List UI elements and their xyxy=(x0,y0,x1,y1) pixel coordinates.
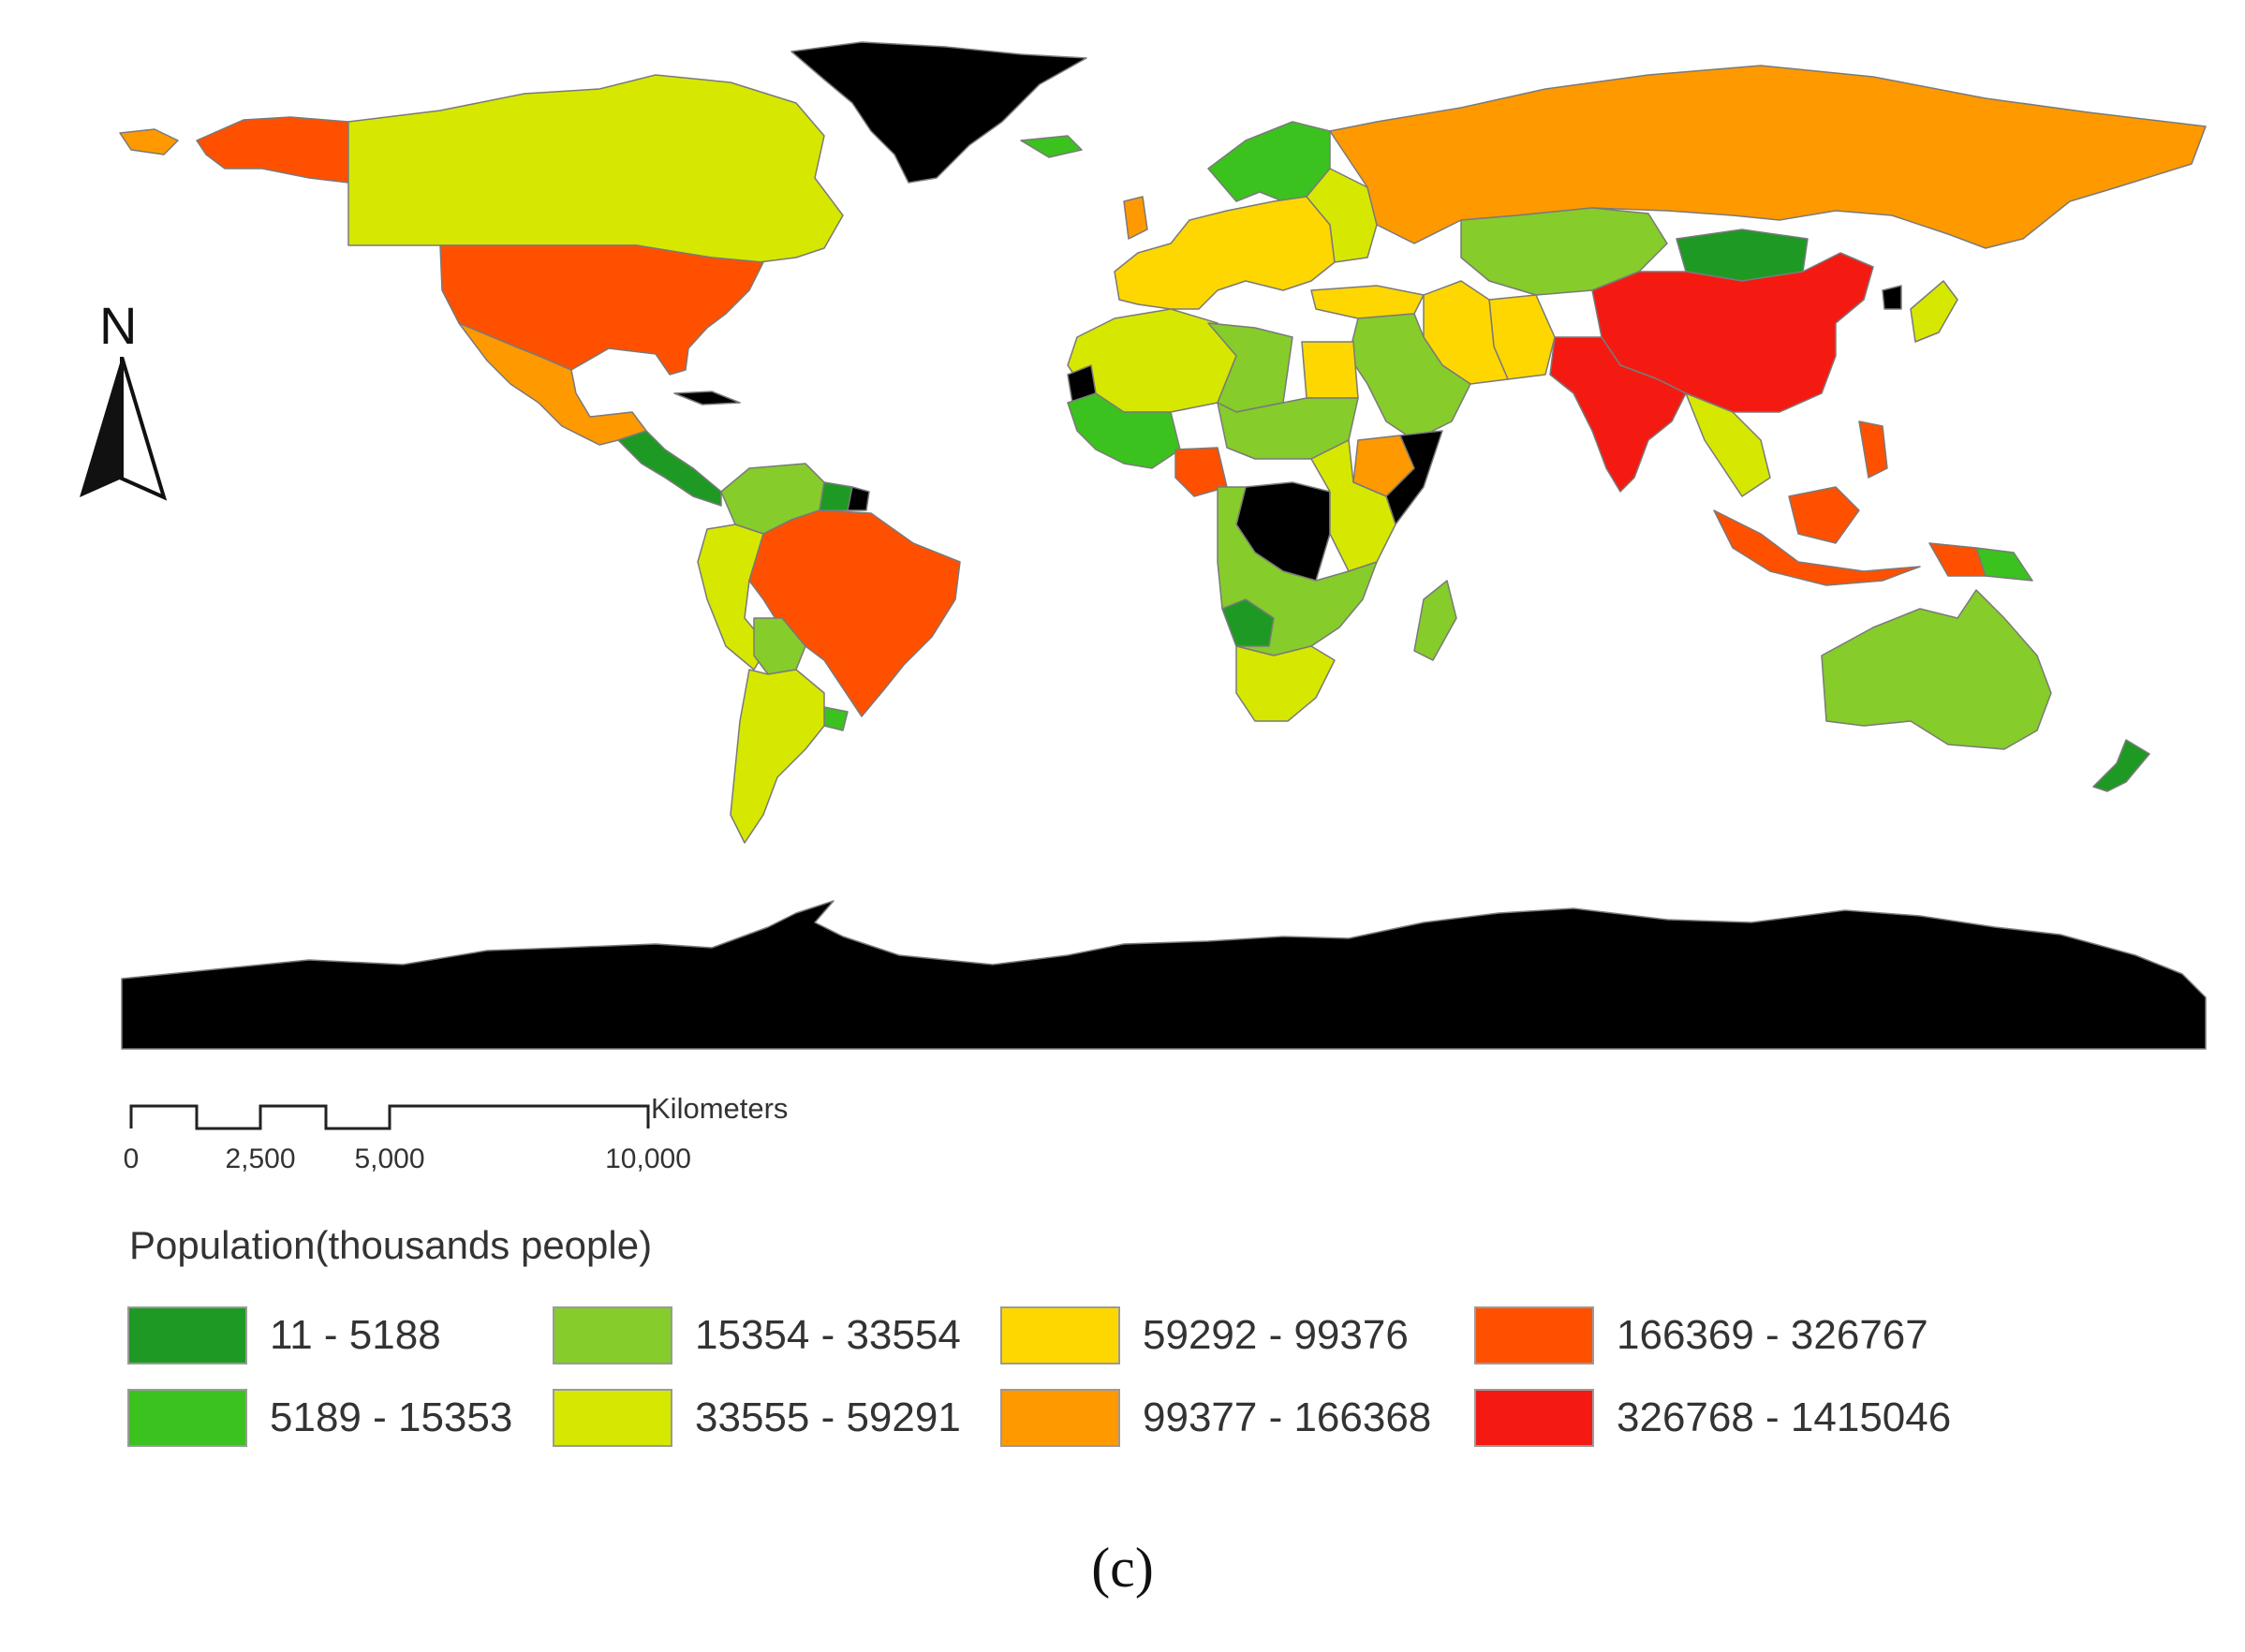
alaska-region xyxy=(196,116,349,184)
legend-swatch xyxy=(1000,1306,1120,1364)
legend-label: 166369 - 326767 xyxy=(1617,1312,1928,1358)
legend-item: 59292 - 99376 xyxy=(1000,1305,1409,1366)
legend-label: 59292 - 99376 xyxy=(1143,1312,1409,1358)
east-africa-region xyxy=(1310,439,1396,572)
angola-region xyxy=(1221,598,1275,647)
north-label: N xyxy=(99,296,138,355)
central-america-region xyxy=(617,430,722,507)
nigeria-region xyxy=(1174,447,1228,497)
legend-item: 5189 - 15353 xyxy=(127,1387,512,1449)
legend-label: 5189 - 15353 xyxy=(270,1394,513,1440)
australia-region xyxy=(1821,589,2052,750)
new-zealand-region xyxy=(2092,739,2150,792)
eastern-europe-region xyxy=(1306,168,1378,263)
legend-swatch xyxy=(553,1389,672,1447)
legend-item: 11 - 5188 xyxy=(127,1305,441,1366)
scale-tick-5000: 5,000 xyxy=(354,1143,425,1174)
scale-bar-line xyxy=(129,1104,650,1130)
chukotka-west-region xyxy=(119,128,179,155)
canada-region xyxy=(347,74,844,263)
legend-label: 33555 - 59291 xyxy=(695,1394,961,1440)
uk-region xyxy=(1123,196,1148,240)
japan-region xyxy=(1910,280,1958,343)
legend-swatch xyxy=(1474,1306,1594,1364)
scale-tick-0: 0 xyxy=(123,1143,140,1174)
scale-tick-10000: 10,000 xyxy=(605,1143,691,1174)
cuba-region xyxy=(673,391,741,406)
legend-item: 15354 - 33554 xyxy=(553,1305,961,1366)
png-east-region xyxy=(1975,547,2033,582)
philippines-region xyxy=(1858,420,1888,479)
scale-unit-label: Kilometers xyxy=(651,1092,789,1125)
scale-bar: Kilometers 0 2,500 5,000 10,000 xyxy=(120,1092,832,1185)
guianas-region xyxy=(819,481,853,511)
indonesia-region xyxy=(1713,509,1921,586)
legend-label: 99377 - 166368 xyxy=(1143,1394,1432,1440)
antarctica-region xyxy=(121,900,2207,1050)
legend-swatch xyxy=(1474,1389,1594,1447)
legend-item: 166369 - 326767 xyxy=(1474,1305,1928,1366)
legend-item: 99377 - 166368 xyxy=(1000,1387,1431,1449)
legend-item: 33555 - 59291 xyxy=(553,1387,961,1449)
madagascar-region xyxy=(1413,580,1457,661)
west-africa-region xyxy=(1067,392,1181,469)
uruguay-region xyxy=(823,706,849,731)
legend-swatch xyxy=(127,1306,247,1364)
legend-label: 15354 - 33554 xyxy=(695,1312,961,1358)
southeast-asia-region xyxy=(1685,392,1771,497)
legend-label: 326768 - 1415046 xyxy=(1617,1394,1952,1440)
south-africa-region xyxy=(1235,645,1336,722)
french-guiana-region xyxy=(847,486,870,511)
legend-swatch xyxy=(553,1306,672,1364)
north-arrow-icon xyxy=(80,357,168,501)
world-population-map xyxy=(119,41,2207,1050)
india-region xyxy=(1549,336,1687,493)
arabia-region xyxy=(1348,313,1471,441)
figure-caption: (c) xyxy=(1091,1537,1154,1599)
legend-swatch xyxy=(127,1389,247,1447)
legend-item: 326768 - 1415046 xyxy=(1474,1387,1951,1449)
egypt-region xyxy=(1301,341,1359,399)
sahel-region xyxy=(1217,397,1359,460)
turkey-region xyxy=(1310,285,1425,319)
borneo-region xyxy=(1788,486,1860,544)
north-korea-region xyxy=(1882,285,1902,310)
legend-title: Population(thousands people) xyxy=(129,1223,653,1267)
scale-tick-2500: 2,500 xyxy=(225,1143,296,1174)
greenland-region xyxy=(790,41,1087,184)
legend-label: 11 - 5188 xyxy=(270,1312,441,1358)
north-arrow: N xyxy=(75,295,169,501)
legend-swatch xyxy=(1000,1389,1120,1447)
argentina-region xyxy=(730,669,825,844)
europe-region xyxy=(1114,196,1336,310)
iceland-region xyxy=(1020,135,1083,158)
